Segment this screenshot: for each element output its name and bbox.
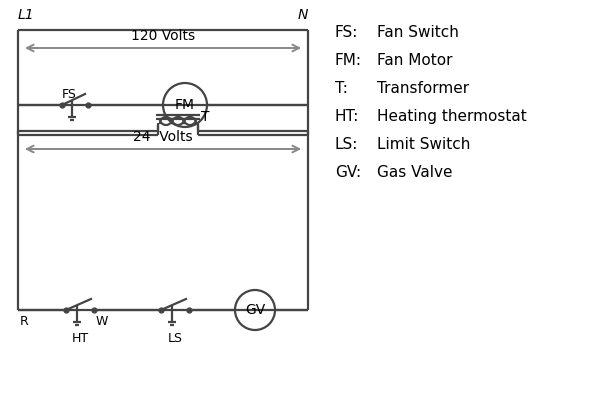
Text: Gas Valve: Gas Valve bbox=[377, 165, 453, 180]
Text: T:: T: bbox=[335, 81, 348, 96]
Text: L1: L1 bbox=[18, 8, 35, 22]
Text: HT:: HT: bbox=[335, 109, 359, 124]
Text: FM: FM bbox=[175, 98, 195, 112]
Text: GV: GV bbox=[245, 303, 265, 317]
Text: T: T bbox=[201, 110, 209, 124]
Text: GV:: GV: bbox=[335, 165, 361, 180]
Text: N: N bbox=[297, 8, 308, 22]
Text: Limit Switch: Limit Switch bbox=[377, 137, 470, 152]
Text: Fan Switch: Fan Switch bbox=[377, 25, 459, 40]
Text: FM:: FM: bbox=[335, 53, 362, 68]
Text: 120 Volts: 120 Volts bbox=[131, 29, 195, 43]
Text: Transformer: Transformer bbox=[377, 81, 469, 96]
Text: FS:: FS: bbox=[335, 25, 358, 40]
Text: 24  Volts: 24 Volts bbox=[133, 130, 193, 144]
Text: Fan Motor: Fan Motor bbox=[377, 53, 453, 68]
Text: W: W bbox=[96, 315, 109, 328]
Text: R: R bbox=[20, 315, 29, 328]
Text: HT: HT bbox=[71, 332, 88, 345]
Text: LS: LS bbox=[168, 332, 182, 345]
Text: Heating thermostat: Heating thermostat bbox=[377, 109, 527, 124]
Text: FS: FS bbox=[62, 88, 77, 101]
Text: LS:: LS: bbox=[335, 137, 358, 152]
